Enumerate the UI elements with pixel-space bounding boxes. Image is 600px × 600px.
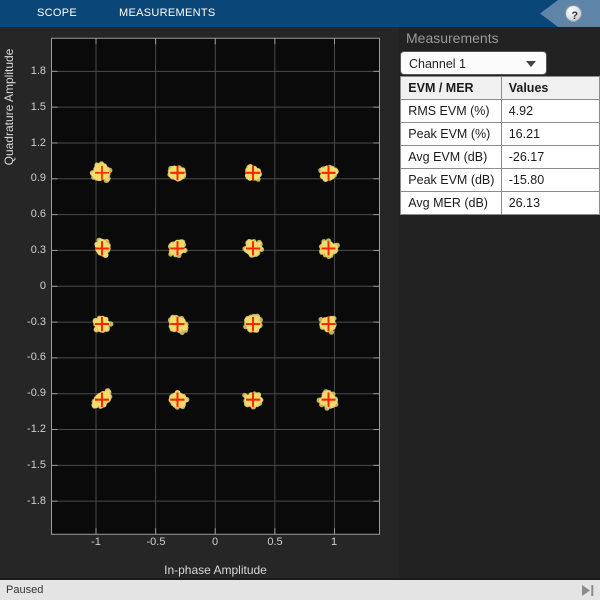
- svg-text:?: ?: [571, 10, 578, 22]
